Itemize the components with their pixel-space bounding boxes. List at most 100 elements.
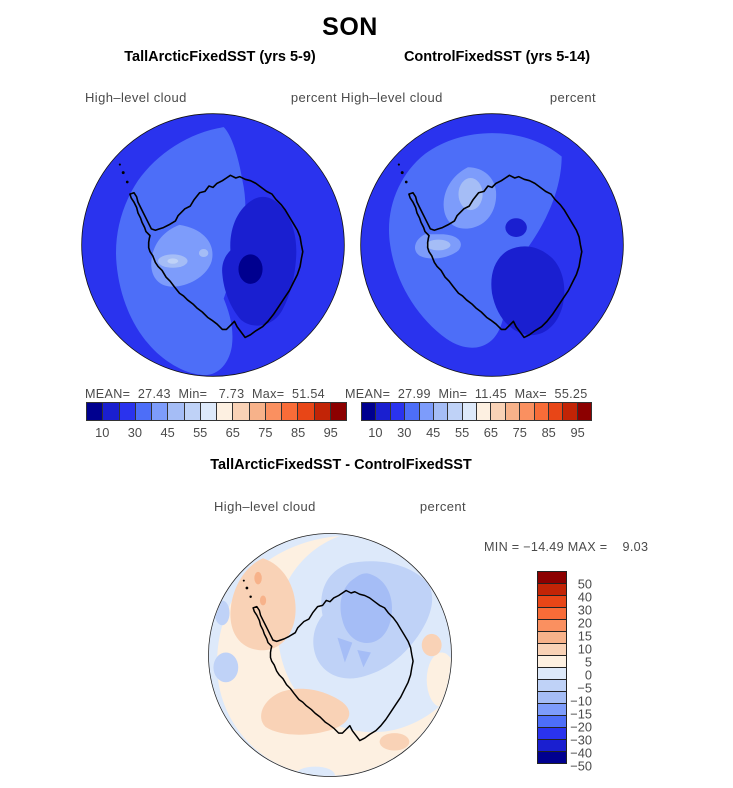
colorbar-box — [216, 402, 234, 421]
colorbar-tick-label: 95 — [570, 425, 585, 440]
colorbar-tick-label: 45 — [160, 425, 175, 440]
colorbar-tick-label: −40 — [570, 745, 592, 761]
colorbar-tick-label: 20 — [577, 615, 592, 631]
colorbar-box — [329, 402, 347, 421]
panel2-field-label: High–level cloud — [341, 90, 443, 105]
colorbar-tick-label: 65 — [483, 425, 499, 440]
colorbar-tick-label: 30 — [127, 425, 143, 440]
panel1-field-label: High–level cloud — [85, 90, 187, 105]
contour-fills — [213, 535, 451, 776]
colorbar-tick-label: 10 — [95, 425, 110, 440]
colorbar-box — [297, 402, 315, 421]
difference-field-label: High–level cloud — [214, 499, 316, 514]
panel1-colorbar-ticks: 10 30 45 55 65 75 85 95 — [86, 425, 347, 440]
panel2-units-label: percent — [549, 90, 596, 105]
colorbar-tick-label: 85 — [290, 425, 306, 440]
difference-field-row: High–level cloud percent — [214, 499, 466, 514]
colorbar-box — [490, 402, 506, 421]
panel1-colorbar — [86, 402, 347, 421]
colorbar-tick-label: −50 — [570, 758, 592, 774]
colorbar-box — [447, 402, 463, 421]
contour-region — [151, 224, 213, 287]
colorbar-box — [418, 402, 434, 421]
colorbar-box — [576, 402, 592, 421]
colorbar-box — [183, 402, 201, 421]
contour-region — [388, 133, 562, 348]
map-tallarctic — [81, 113, 345, 377]
colorbar-box — [264, 402, 282, 421]
map-border — [81, 113, 345, 377]
colorbar-tick-label: −10 — [570, 693, 592, 709]
colorbar-box — [134, 402, 152, 421]
colorbar-box — [118, 402, 136, 421]
panel2-field-row: High–level cloud percent — [341, 90, 596, 105]
colorbar-box — [504, 402, 521, 421]
contour-region — [491, 246, 565, 336]
panel2-stats: MEAN= 27.99 Min= 11.45 Max= 55.25 — [345, 387, 588, 401]
colorbar-tick-label: 45 — [426, 425, 441, 440]
panel2-colorbar-ticks: 10 30 45 55 65 75 85 95 — [361, 425, 592, 440]
panel2-colorbar — [361, 402, 592, 421]
contour-region — [254, 571, 262, 585]
panel2-title: ControlFixedSST (yrs 5-14) — [403, 49, 591, 65]
colorbar-tick-label: −30 — [570, 732, 592, 748]
colorbar-tick-label: −5 — [577, 680, 592, 696]
panel1-units-label: percent — [290, 90, 337, 105]
colorbar-tick-label: 95 — [323, 425, 338, 440]
contour-region — [426, 239, 451, 251]
colorbar-tick-label: −15 — [570, 706, 592, 722]
colorbar-tick-label: 15 — [577, 628, 592, 644]
colorbar-box — [562, 402, 578, 421]
colorbar-box — [232, 402, 250, 421]
difference-minmax: MIN = −14.49 MAX = 9.03 — [484, 540, 649, 554]
map-border — [360, 113, 624, 377]
colorbar-box — [461, 402, 477, 421]
contour-region — [198, 249, 209, 258]
colorbar-tick-label: 55 — [454, 425, 470, 440]
colorbar-box — [375, 402, 391, 421]
contour-region — [337, 637, 353, 663]
contour-region — [340, 573, 392, 643]
colorbar-box — [102, 402, 120, 421]
map-border — [208, 533, 452, 777]
colorbar-box — [533, 402, 549, 421]
colorbar-tick-label: 30 — [577, 602, 592, 618]
colorbar-box — [199, 402, 217, 421]
colorbar-box — [86, 402, 104, 421]
contour-region — [213, 652, 239, 683]
colorbar-tick-label: 65 — [225, 425, 240, 440]
colorbar-box — [389, 402, 406, 421]
difference-colorbar-ticks: 50 40 30 20 15 10 5 0 −5 −10 −15 −20 −30 −40 −50 — [566, 571, 592, 779]
colorbar-tick-label: 75 — [258, 425, 273, 440]
colorbar-tick-label: 55 — [193, 425, 208, 440]
contour-region — [357, 650, 371, 668]
colorbar-tick-label: −20 — [570, 719, 592, 735]
colorbar-box — [361, 402, 377, 421]
colorbar-box — [547, 402, 564, 421]
colorbar-box — [476, 402, 492, 421]
panel1-field-row: High–level cloud percent — [85, 90, 337, 105]
colorbar-tick-label: 75 — [512, 425, 527, 440]
colorbar-tick-label: 85 — [541, 425, 556, 440]
colorbar-box — [151, 402, 169, 421]
contour-region — [238, 254, 263, 284]
contour-region — [505, 218, 527, 237]
contour-region — [458, 178, 483, 211]
map-control — [360, 113, 624, 377]
contour-region — [421, 633, 442, 657]
colorbar-box — [432, 402, 449, 421]
contour-region — [379, 733, 410, 751]
map-difference — [208, 533, 452, 777]
colorbar-box — [281, 402, 299, 421]
colorbar-tick-label: 10 — [368, 425, 383, 440]
difference-units-label: percent — [419, 499, 466, 514]
contour-fills — [388, 133, 565, 348]
colorbar-box — [313, 402, 331, 421]
contour-region — [214, 600, 230, 626]
colorbar-tick-label: 0 — [584, 667, 592, 683]
contour-region — [167, 258, 179, 264]
season-title: SON — [322, 13, 378, 41]
colorbar-box — [167, 402, 185, 421]
colorbar-tick-label: 5 — [584, 654, 592, 670]
